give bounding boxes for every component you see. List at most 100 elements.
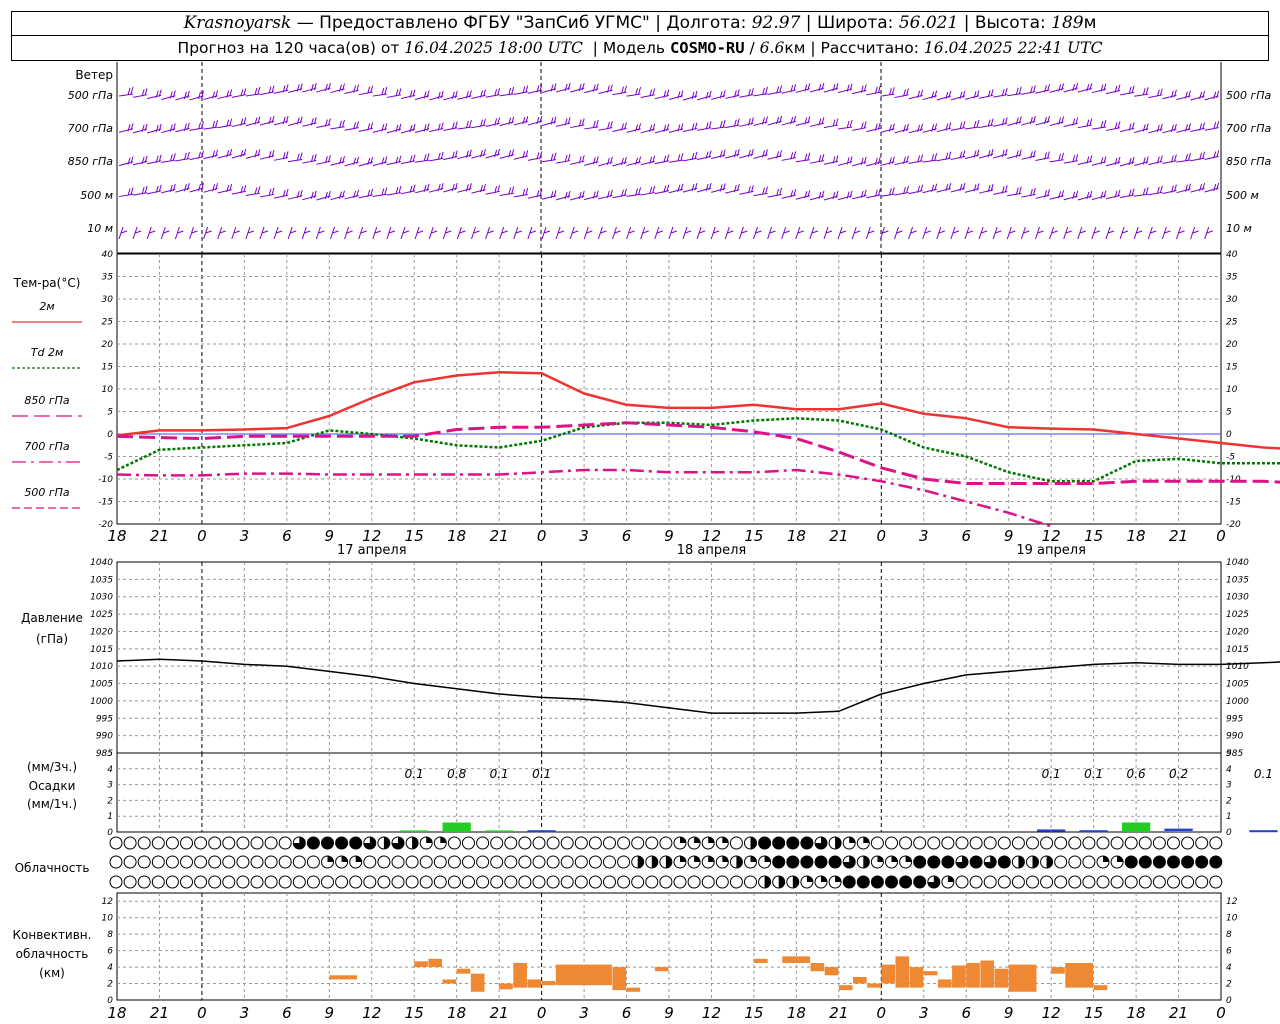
wind-barb-icon bbox=[781, 115, 797, 126]
wind-barb-icon bbox=[697, 121, 712, 131]
cloud-circle bbox=[560, 836, 574, 850]
pressure-ytick-right: 995 bbox=[1226, 714, 1243, 724]
wind-barb-icon bbox=[1190, 182, 1206, 193]
wind-barb-icon bbox=[499, 149, 515, 159]
cloud-circle bbox=[264, 836, 278, 850]
cloud-cover-icon bbox=[109, 875, 123, 889]
conv-x-tick-label: 3 bbox=[579, 1004, 589, 1022]
wind-barb-icon bbox=[217, 148, 233, 159]
pressure-ytick-right: 1010 bbox=[1226, 662, 1249, 672]
wind-barb-icon bbox=[471, 148, 486, 159]
cloud-fill bbox=[843, 876, 856, 888]
wind-barb-icon bbox=[443, 150, 458, 161]
wind-barb-icon bbox=[330, 156, 345, 166]
conv-x-tick-label: 0 bbox=[1216, 1004, 1226, 1022]
wind-barb-icon bbox=[739, 117, 754, 127]
wind-barb-icon bbox=[823, 118, 839, 129]
cloud-cover-icon bbox=[913, 875, 927, 889]
wind-barb-icon bbox=[541, 190, 557, 200]
cloud-fill bbox=[736, 856, 743, 868]
station-name: Krasnoyarsk bbox=[183, 13, 292, 33]
wind-barb-icon bbox=[1133, 226, 1143, 240]
cloud-cover-icon bbox=[1082, 875, 1096, 889]
cloud-circle bbox=[264, 855, 278, 869]
cloud-cover-icon bbox=[363, 836, 377, 850]
cloud-circle bbox=[490, 875, 504, 889]
wind-level-label: 10 м bbox=[87, 222, 113, 235]
cloud-fill bbox=[750, 837, 757, 849]
cloud-circle bbox=[151, 875, 165, 889]
cloud-cover-icon bbox=[208, 875, 222, 889]
wind-barb-icon bbox=[189, 150, 204, 161]
wind-barb-icon bbox=[964, 226, 974, 240]
conv-x-tick-label: 6 bbox=[282, 1004, 292, 1022]
pressure-ytick-right: 985 bbox=[1226, 749, 1243, 759]
wind-barb-icon bbox=[739, 148, 754, 159]
cloud-cover-icon bbox=[659, 855, 673, 869]
temp-x-tick-label: 12 bbox=[362, 527, 381, 545]
cloud-cover-icon bbox=[208, 836, 222, 850]
wind-barb-icon bbox=[809, 190, 825, 201]
wind-barb-icon bbox=[1035, 84, 1050, 94]
cloud-cover-icon bbox=[1195, 875, 1209, 889]
precip-bar-3h bbox=[1121, 822, 1151, 832]
pressure-line bbox=[116, 658, 1280, 714]
wind-barb-icon bbox=[696, 226, 706, 240]
precip-units-1h: (мм/1ч.) bbox=[27, 797, 77, 811]
wind-barb-icon bbox=[1020, 226, 1030, 240]
cloud-circle bbox=[560, 875, 574, 889]
cloud-cover-icon bbox=[151, 875, 165, 889]
cloud-cover-icon bbox=[391, 875, 405, 889]
wind-barb-icon bbox=[1091, 119, 1107, 130]
cloud-cover-icon bbox=[546, 855, 560, 869]
cloud-fill bbox=[998, 856, 1011, 868]
cloud-cover-icon bbox=[462, 836, 475, 850]
wind-barb-icon bbox=[429, 122, 444, 133]
cloud-cover-icon bbox=[165, 855, 179, 869]
pressure-ytick-left: 1020 bbox=[90, 627, 113, 637]
cloud-cover-icon bbox=[1209, 836, 1223, 850]
cloud-cover-icon bbox=[476, 855, 490, 869]
temp-ytick-left: 35 bbox=[102, 273, 114, 283]
wind-barb-icon bbox=[1176, 226, 1185, 240]
cloud-fill bbox=[758, 837, 771, 849]
cloud-cover-icon bbox=[546, 836, 560, 850]
wind-barb-icon bbox=[555, 190, 571, 201]
wind-barb-icon bbox=[118, 123, 134, 133]
cloud-cover-icon bbox=[236, 875, 250, 889]
cloud-fill bbox=[885, 876, 898, 888]
conv-ytick-left: 8 bbox=[107, 930, 113, 940]
cloud-cover-icon bbox=[941, 855, 955, 869]
wind-barb-icon bbox=[231, 185, 247, 195]
wind-barb-icon bbox=[837, 190, 853, 201]
pressure-ytick-right: 1000 bbox=[1226, 697, 1249, 707]
cloud-cover-icon bbox=[264, 875, 278, 889]
cloud-circle bbox=[137, 836, 151, 850]
cloud-cover-icon bbox=[955, 836, 969, 850]
wind-barb-icon bbox=[1162, 154, 1177, 164]
cloud-cover-icon bbox=[419, 855, 433, 869]
cloud-cover-icon bbox=[321, 855, 334, 869]
cloud-circle bbox=[1040, 836, 1054, 850]
wind-barb-icon bbox=[1147, 226, 1157, 240]
cloud-cover-icon bbox=[236, 855, 250, 869]
wind-barb-icon bbox=[146, 226, 156, 240]
wind-barb-icon bbox=[414, 183, 430, 194]
day-label: 18 апреля bbox=[677, 543, 747, 558]
wind-barb-icon bbox=[203, 149, 219, 160]
cloud-fill bbox=[637, 856, 644, 868]
cloud-circle bbox=[1096, 875, 1110, 889]
cloud-cover-icon bbox=[729, 875, 743, 889]
cloud-circle bbox=[645, 836, 659, 850]
wind-barb-icon bbox=[1119, 156, 1135, 167]
cloud-circle bbox=[165, 855, 179, 869]
temp-ytick-left: -10 bbox=[98, 475, 113, 485]
precip-ytick-right: 0 bbox=[1226, 828, 1232, 838]
cloud-cover-icon bbox=[405, 836, 419, 850]
wind-barb-icon bbox=[302, 153, 317, 164]
cloud-cover-icon bbox=[842, 875, 856, 889]
wind-barb-icon bbox=[979, 118, 994, 129]
pressure-axis-title: Давление bbox=[21, 611, 83, 625]
cloud-circle bbox=[405, 875, 419, 889]
cloud-cover-icon bbox=[758, 875, 772, 889]
